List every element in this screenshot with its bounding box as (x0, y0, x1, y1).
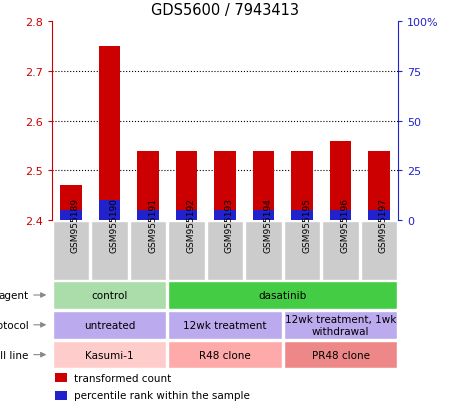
Bar (330, 211, 351, 221)
Text: GSM955194: GSM955194 (264, 198, 273, 253)
Bar (99, 201, 120, 221)
Text: GSM955192: GSM955192 (186, 198, 195, 253)
Text: GSM955196: GSM955196 (341, 198, 350, 253)
Text: control: control (91, 290, 128, 300)
Text: R48 clone: R48 clone (199, 350, 251, 360)
Text: 12wk treatment, 1wk
withdrawal: 12wk treatment, 1wk withdrawal (285, 314, 396, 336)
FancyBboxPatch shape (168, 282, 397, 309)
FancyBboxPatch shape (53, 282, 166, 309)
Text: Kasumi-1: Kasumi-1 (85, 350, 134, 360)
Title: GDS5600 / 7943413: GDS5600 / 7943413 (151, 3, 299, 18)
Text: cell line: cell line (0, 350, 28, 360)
FancyBboxPatch shape (360, 221, 397, 280)
Text: GSM955190: GSM955190 (109, 198, 118, 253)
Text: protocol: protocol (0, 320, 28, 330)
Text: transformed count: transformed count (74, 373, 171, 383)
Text: untreated: untreated (84, 320, 135, 330)
FancyBboxPatch shape (53, 221, 90, 280)
Bar (253, 211, 274, 221)
FancyBboxPatch shape (168, 311, 282, 339)
FancyBboxPatch shape (168, 341, 282, 368)
Text: GSM955197: GSM955197 (379, 198, 388, 253)
Bar (292, 151, 313, 221)
Text: GSM955193: GSM955193 (225, 198, 234, 253)
FancyBboxPatch shape (245, 221, 282, 280)
Bar (214, 151, 236, 221)
Text: agent: agent (0, 290, 28, 300)
FancyBboxPatch shape (322, 221, 359, 280)
Bar (60, 211, 81, 221)
Bar (176, 211, 197, 221)
FancyBboxPatch shape (284, 221, 320, 280)
Text: percentile rank within the sample: percentile rank within the sample (74, 391, 250, 401)
Bar (253, 151, 274, 221)
Text: 12wk treatment: 12wk treatment (183, 320, 267, 330)
Bar (55, 391, 68, 400)
Bar (55, 373, 68, 382)
FancyBboxPatch shape (168, 221, 205, 280)
Bar (60, 186, 81, 221)
Text: PR48 clone: PR48 clone (311, 350, 369, 360)
FancyBboxPatch shape (284, 311, 397, 339)
Text: GSM955191: GSM955191 (148, 198, 157, 253)
Bar (137, 211, 158, 221)
FancyBboxPatch shape (207, 221, 243, 280)
FancyBboxPatch shape (53, 341, 166, 368)
Bar (99, 47, 120, 221)
Bar (330, 141, 351, 221)
Text: dasatinib: dasatinib (259, 290, 307, 300)
Bar (137, 151, 158, 221)
Text: GSM955195: GSM955195 (302, 198, 311, 253)
Bar (369, 151, 390, 221)
Bar (292, 211, 313, 221)
FancyBboxPatch shape (130, 221, 166, 280)
Bar (214, 211, 236, 221)
Bar (369, 211, 390, 221)
FancyBboxPatch shape (91, 221, 128, 280)
Bar (176, 151, 197, 221)
FancyBboxPatch shape (53, 311, 166, 339)
FancyBboxPatch shape (284, 341, 397, 368)
Text: GSM955189: GSM955189 (71, 198, 80, 253)
